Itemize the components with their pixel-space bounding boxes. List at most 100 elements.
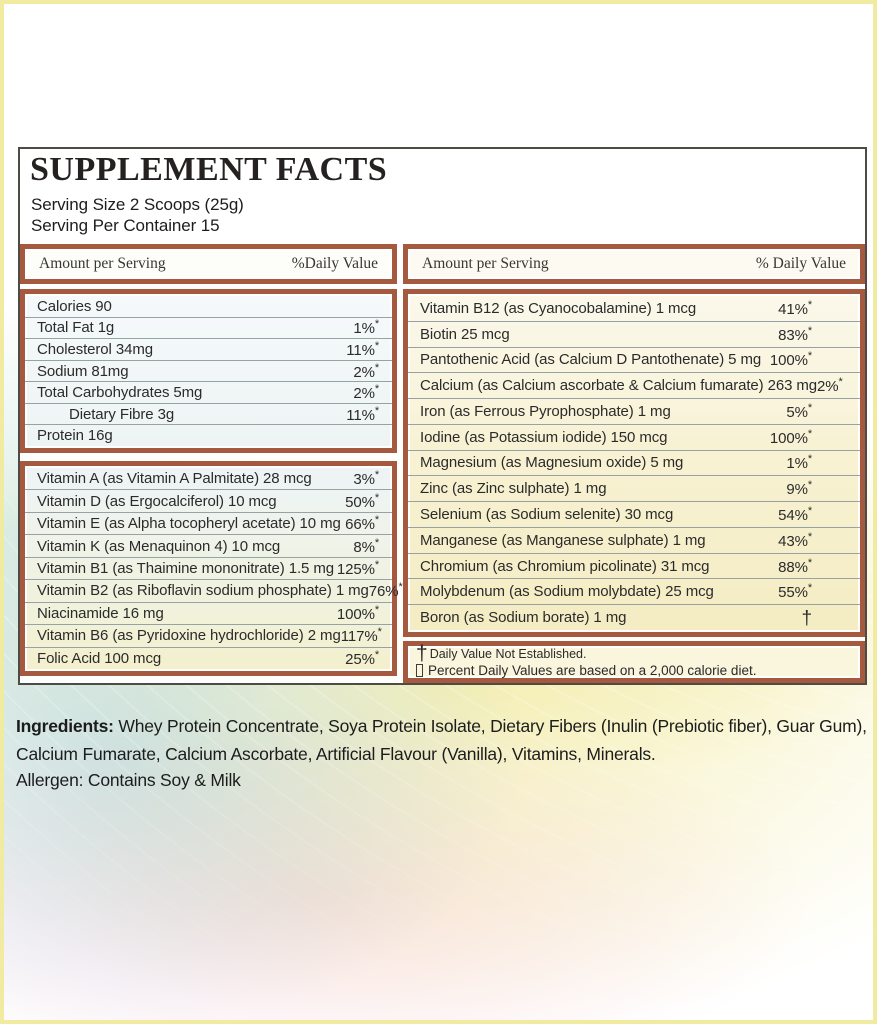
- nutrient-daily-value: 88%*: [778, 556, 812, 576]
- panel-title: SUPPLEMENT FACTS: [30, 151, 388, 188]
- nutrient-daily-value: 1%*: [786, 453, 812, 473]
- nutrient-daily-value: 43%*: [778, 530, 812, 550]
- nutrient-daily-value: 66%*: [345, 514, 379, 534]
- nutrient-label: Zinc (as Zinc sulphate) 1 mg: [420, 480, 607, 498]
- minerals-vitamins-box: Vitamin B12 (as Cyanocobalamine) 1 mcg 4…: [403, 289, 865, 637]
- nutrient-daily-value: 76%*: [368, 581, 403, 601]
- nutrient-label: Folic Acid 100 mcg: [37, 649, 162, 667]
- nutrient-label: Protein 16g: [37, 427, 113, 445]
- footnote-percent: Percent Daily Values are based on a 2,00…: [416, 663, 852, 678]
- nutrient-label: Vitamin B6 (as Pyridoxine hydrochloride)…: [37, 627, 341, 645]
- nutrient-row: Total Carbohydrates 5mg 2%*: [25, 381, 392, 403]
- macronutrients-box: Calories 90 Total Fat 1g 1%* Cholesterol…: [20, 289, 397, 453]
- nutrient-row: Calcium (as Calcium ascorbate & Calcium …: [408, 372, 860, 398]
- nutrient-label: Vitamin B2 (as Riboflavin sodium phospha…: [37, 582, 369, 600]
- nutrient-daily-value: 2%*: [353, 383, 379, 403]
- nutrient-label: Calcium (as Calcium ascorbate & Calcium …: [420, 377, 818, 395]
- nutrient-label: Biotin 25 mcg: [420, 325, 510, 343]
- nutrient-row: Selenium (as Sodium selenite) 30 mcg 54%…: [408, 501, 860, 527]
- nutrient-row: Magnesium (as Magnesium oxide) 5 mg 1%*: [408, 449, 860, 476]
- nutrient-row: Vitamin B2 (as Riboflavin sodium phospha…: [25, 579, 403, 601]
- nutrient-row: Dietary Fibre 3g 11%*: [25, 402, 392, 425]
- nutrient-daily-value: 8%*: [353, 536, 379, 556]
- macronutrient-rows: Calories 90 Total Fat 1g 1%* Cholesterol…: [25, 294, 392, 448]
- nutrient-daily-value: 100%*: [336, 603, 379, 623]
- mineral-rows: Vitamin B12 (as Cyanocobalamine) 1 mcg 4…: [408, 294, 860, 632]
- nutrient-row: Vitamin K (as Menaquinon 4) 10 mcg 8%*: [25, 534, 392, 556]
- nutrient-label: Boron (as Sodium borate) 1 mg: [420, 609, 627, 627]
- nutrient-row: Cholesterol 34mg 11%*: [25, 338, 392, 360]
- nutrient-row: Vitamin B1 (as Thaimine mononitrate) 1.5…: [25, 556, 392, 579]
- nutrient-daily-value: 41%*: [778, 298, 812, 318]
- nutrient-daily-value: 83%*: [778, 324, 812, 344]
- right-header-amount: Amount per Serving: [422, 255, 549, 272]
- nutrient-label: Sodium 81mg: [37, 362, 129, 380]
- dagger-icon: †: [416, 641, 428, 665]
- left-header-amount: Amount per Serving: [39, 255, 166, 272]
- nutrient-label: Vitamin K (as Menaquinon 4) 10 mcg: [37, 537, 281, 555]
- nutrient-row: Vitamin B12 (as Cyanocobalamine) 1 mcg 4…: [408, 296, 860, 321]
- footnotes-box: † Daily Value Not Established. Percent D…: [403, 641, 865, 683]
- nutrient-daily-value: 5%*: [786, 401, 812, 421]
- nutrient-row: Biotin 25 mcg 83%*: [408, 320, 860, 347]
- serving-size: Serving Size 2 Scoops (25g): [31, 195, 244, 214]
- nutrient-daily-value: 2%*: [353, 361, 379, 381]
- nutrient-label: Iodine (as Potassium iodide) 150 mcg: [420, 428, 668, 446]
- left-column-header: Amount per Serving %Daily Value: [20, 244, 397, 284]
- nutrient-daily-value: 125%*: [336, 558, 379, 578]
- nutrient-label: Manganese (as Manganese sulphate) 1 mg: [420, 531, 706, 549]
- supplement-facts-panel: SUPPLEMENT FACTS Serving Size 2 Scoops (…: [18, 147, 867, 685]
- nutrient-daily-value: 3%*: [353, 469, 379, 489]
- nutrient-label: Vitamin E (as Alpha tocopheryl acetate) …: [37, 515, 341, 533]
- nutrient-row: Molybdenum (as Sodium molybdate) 25 mcg …: [408, 578, 860, 604]
- nutrient-daily-value: 54%*: [778, 505, 812, 524]
- nutrient-daily-value: 1%*: [353, 318, 379, 338]
- left-header-daily-value: %Daily Value: [291, 255, 378, 272]
- nutrient-label: Total Carbohydrates 5mg: [37, 384, 203, 402]
- nutrient-row: Chromium (as Chromium picolinate) 31 mcg…: [408, 552, 860, 579]
- nutrient-row: Sodium 81mg 2%*: [25, 359, 392, 382]
- nutrient-daily-value: 100%*: [769, 427, 812, 447]
- nutrient-daily-value: †: [801, 608, 813, 630]
- nutrient-label: Vitamin B1 (as Thaimine mononitrate) 1.5…: [37, 559, 334, 577]
- footnote-percent-text: Percent Daily Values are based on a 2,00…: [428, 662, 757, 678]
- nutrient-row: Protein 16g: [25, 424, 392, 446]
- ingredients-paragraph: Ingredients: Whey Protein Concentrate, S…: [16, 712, 872, 768]
- nutrient-daily-value: 117%*: [340, 626, 382, 646]
- vitamin-rows: Vitamin A (as Vitamin A Palmitate) 28 mc…: [25, 466, 403, 671]
- footnote-dagger-text: Daily Value Not Established.: [429, 646, 587, 661]
- nutrient-row: Total Fat 1g 1%*: [25, 316, 392, 339]
- nutrient-daily-value: 9%*: [786, 479, 812, 499]
- nutrient-row: Vitamin E (as Alpha tocopheryl acetate) …: [25, 511, 392, 534]
- ingredients-label: Ingredients:: [16, 716, 114, 736]
- nutrient-label: Selenium (as Sodium selenite) 30 mcg: [420, 506, 674, 523]
- nutrient-label: Niacinamide 16 mg: [37, 604, 164, 622]
- vitamins-box: Vitamin A (as Vitamin A Palmitate) 28 mc…: [20, 461, 403, 676]
- nutrient-row: Zinc (as Zinc sulphate) 1 mg 9%*: [408, 475, 860, 501]
- nutrient-label: Dietary Fibre 3g: [69, 405, 175, 423]
- nutrient-daily-value: 55%*: [778, 582, 812, 602]
- nutrient-label: Total Fat 1g: [37, 319, 115, 337]
- allergen-statement: Allergen: Contains Soy & Milk: [16, 770, 241, 790]
- nutrient-row: Folic Acid 100 mcg 25%*: [25, 646, 392, 669]
- nutrient-row: Vitamin B6 (as Pyridoxine hydrochloride)…: [25, 624, 392, 646]
- nutrient-label: Pantothenic Acid (as Calcium D Pantothen…: [420, 351, 762, 369]
- ingredients-text: Whey Protein Concentrate, Soya Protein I…: [16, 716, 867, 764]
- nutrient-label: Vitamin A (as Vitamin A Palmitate) 28 mc…: [37, 470, 312, 488]
- nutrient-label: Magnesium (as Magnesium oxide) 5 mg: [420, 454, 684, 472]
- nutrient-label: Calories 90: [37, 297, 112, 315]
- right-column-header: Amount per Serving % Daily Value: [403, 244, 865, 284]
- nutrient-daily-value: 11%*: [346, 404, 379, 424]
- nutrient-label: Cholesterol 34mg: [37, 340, 153, 358]
- missing-glyph-box-icon: [416, 663, 423, 677]
- nutrient-daily-value: 50%*: [345, 491, 379, 511]
- nutrient-label: Vitamin D (as Ergocalciferol) 10 mcg: [37, 492, 277, 510]
- nutrient-label: Chromium (as Chromium picolinate) 31 mcg: [420, 557, 710, 575]
- nutrient-row: Boron (as Sodium borate) 1 mg †: [408, 604, 860, 630]
- nutrient-row: Calories 90: [25, 296, 392, 317]
- serving-per-container: Serving Per Container 15: [31, 216, 220, 235]
- nutrient-daily-value: 100%*: [769, 350, 812, 370]
- nutrient-daily-value: 2%*: [817, 376, 843, 396]
- nutrient-row: Vitamin A (as Vitamin A Palmitate) 28 mc…: [25, 468, 392, 489]
